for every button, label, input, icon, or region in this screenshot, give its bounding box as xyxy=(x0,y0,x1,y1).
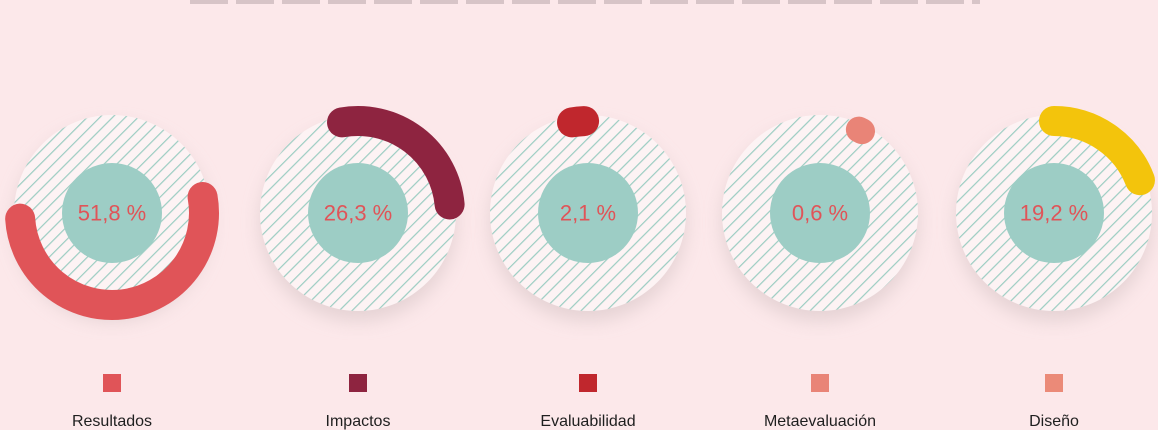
donut-center-diseno xyxy=(1004,163,1104,263)
donut-center-metaevaluacion xyxy=(770,163,870,263)
cropped-title-bar xyxy=(190,0,980,4)
value-arc-impactos xyxy=(327,106,465,220)
donut-center-evaluabilidad xyxy=(538,163,638,263)
legend-swatch-impactos xyxy=(349,374,367,392)
donut-evaluabilidad: 2,1 % Evaluabilidad xyxy=(490,106,686,430)
legend-swatch-metaevaluacion xyxy=(811,374,829,392)
value-arc-diseno xyxy=(1039,106,1155,196)
legend-swatch-diseno xyxy=(1045,374,1063,392)
value-label-impactos: 26,3 % xyxy=(324,201,393,226)
donut-metaevaluacion: 0,6 % Metaevaluación xyxy=(722,115,918,430)
value-arc-resultados xyxy=(5,182,219,320)
value-arc-evaluabilidad xyxy=(557,106,600,138)
value-label-metaevaluacion: 0,6 % xyxy=(792,201,848,226)
value-label-resultados: 51,8 % xyxy=(78,201,147,226)
legend-label-diseno: Diseño xyxy=(1029,413,1079,430)
donut-center-resultados xyxy=(62,163,162,263)
value-label-evaluabilidad: 2,1 % xyxy=(560,201,616,226)
legend-swatch-resultados xyxy=(103,374,121,392)
legend-swatch-evaluabilidad xyxy=(579,374,597,392)
legend-label-evaluabilidad: Evaluabilidad xyxy=(540,413,635,430)
legend-label-resultados: Resultados xyxy=(72,413,152,430)
donut-impactos: 26,3 % Impactos xyxy=(260,106,465,430)
legend-label-metaevaluacion: Metaevaluación xyxy=(764,413,876,430)
value-arc-metaevaluacion xyxy=(845,116,875,145)
value-label-diseno: 19,2 % xyxy=(1020,201,1089,226)
donut-resultados: 51,8 % Resultados xyxy=(5,115,219,430)
legend-label-impactos: Impactos xyxy=(326,413,391,430)
donut-center-impactos xyxy=(308,163,408,263)
donut-diseno: 19,2 % Diseño xyxy=(956,106,1155,430)
